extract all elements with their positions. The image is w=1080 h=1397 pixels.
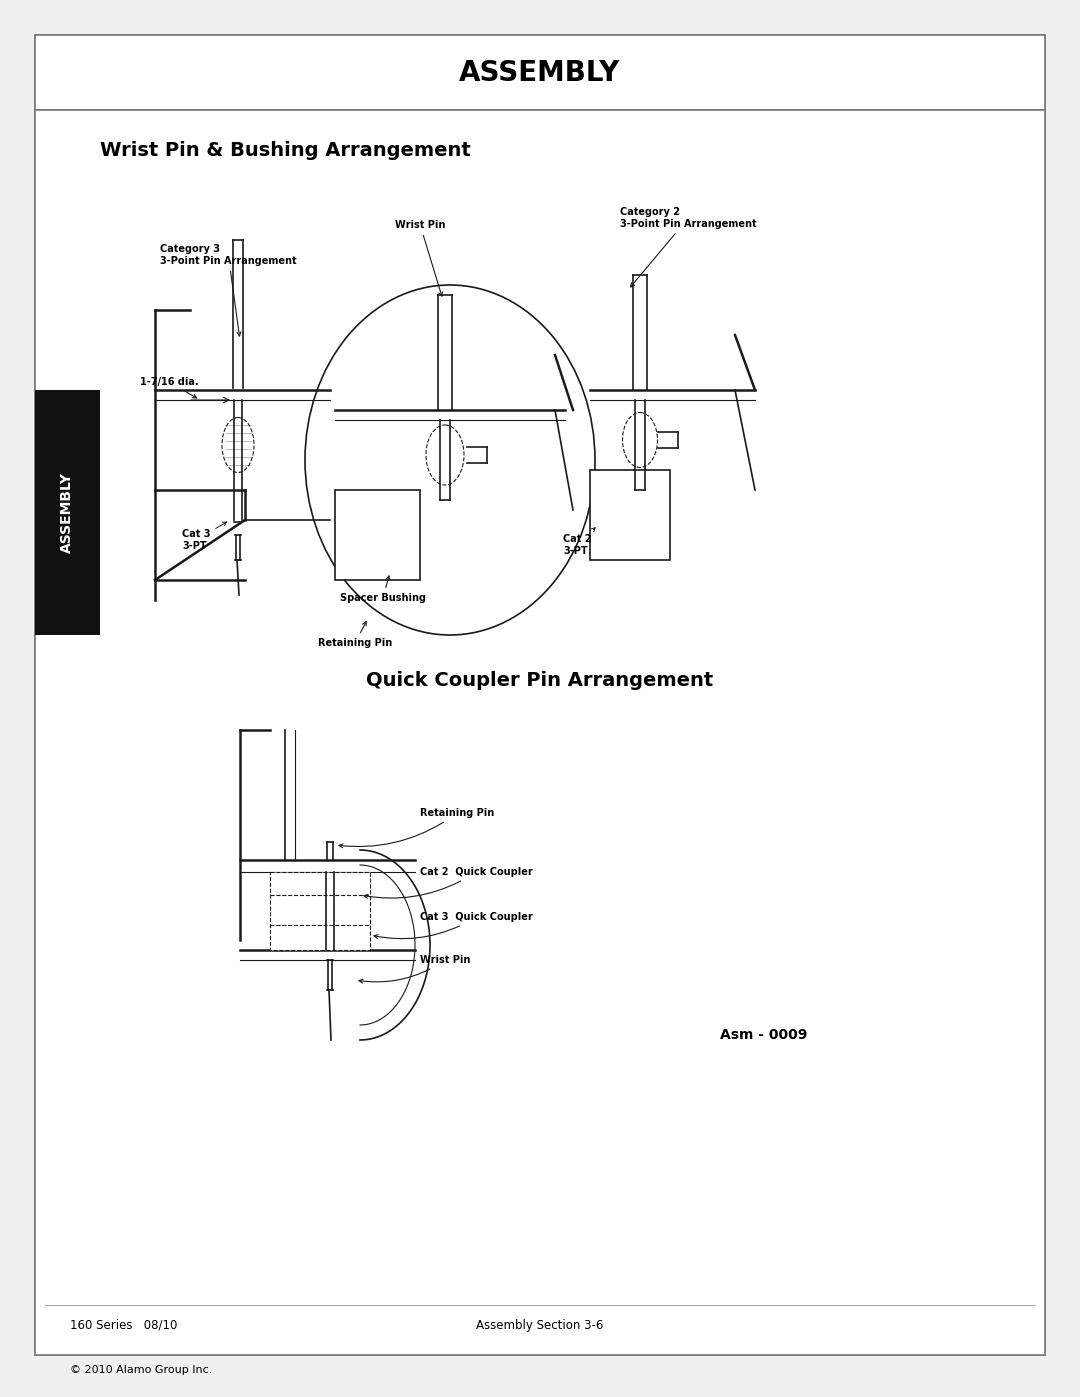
Text: Spacer Bushing: Spacer Bushing: [340, 576, 426, 604]
Text: Wrist Pin & Bushing Arrangement: Wrist Pin & Bushing Arrangement: [100, 141, 471, 159]
Text: Assembly Section 3-6: Assembly Section 3-6: [476, 1319, 604, 1331]
Bar: [590, 469, 670, 560]
Text: Cat 3
3-PT: Cat 3 3-PT: [183, 522, 227, 550]
Text: Cat 2  Quick Coupler: Cat 2 Quick Coupler: [364, 868, 532, 898]
Text: © 2010 Alamo Group Inc.: © 2010 Alamo Group Inc.: [70, 1365, 213, 1375]
Bar: [335, 490, 420, 580]
Bar: [35, 110, 1045, 1355]
Text: Wrist Pin: Wrist Pin: [359, 956, 471, 983]
Text: Quick Coupler Pin Arrangement: Quick Coupler Pin Arrangement: [366, 671, 714, 690]
Bar: [35, 390, 100, 636]
Text: Category 2
3-Point Pin Arrangement: Category 2 3-Point Pin Arrangement: [620, 207, 757, 286]
Text: Cat 2
3-PT: Cat 2 3-PT: [563, 528, 595, 556]
Text: Retaining Pin: Retaining Pin: [318, 622, 392, 648]
Text: Retaining Pin: Retaining Pin: [339, 807, 495, 848]
Text: Cat 3  Quick Coupler: Cat 3 Quick Coupler: [374, 912, 532, 939]
Text: 160 Series   08/10: 160 Series 08/10: [70, 1319, 177, 1331]
Text: Category 3
3-Point Pin Arrangement: Category 3 3-Point Pin Arrangement: [160, 244, 297, 337]
Bar: [270, 872, 370, 950]
Text: Asm - 0009: Asm - 0009: [720, 1028, 808, 1042]
Text: 1-7/16 dia.: 1-7/16 dia.: [140, 377, 199, 398]
Text: ASSEMBLY: ASSEMBLY: [459, 59, 621, 87]
Text: ASSEMBLY: ASSEMBLY: [60, 472, 75, 553]
Text: Wrist Pin: Wrist Pin: [395, 219, 445, 296]
Bar: [35, 35, 1045, 110]
